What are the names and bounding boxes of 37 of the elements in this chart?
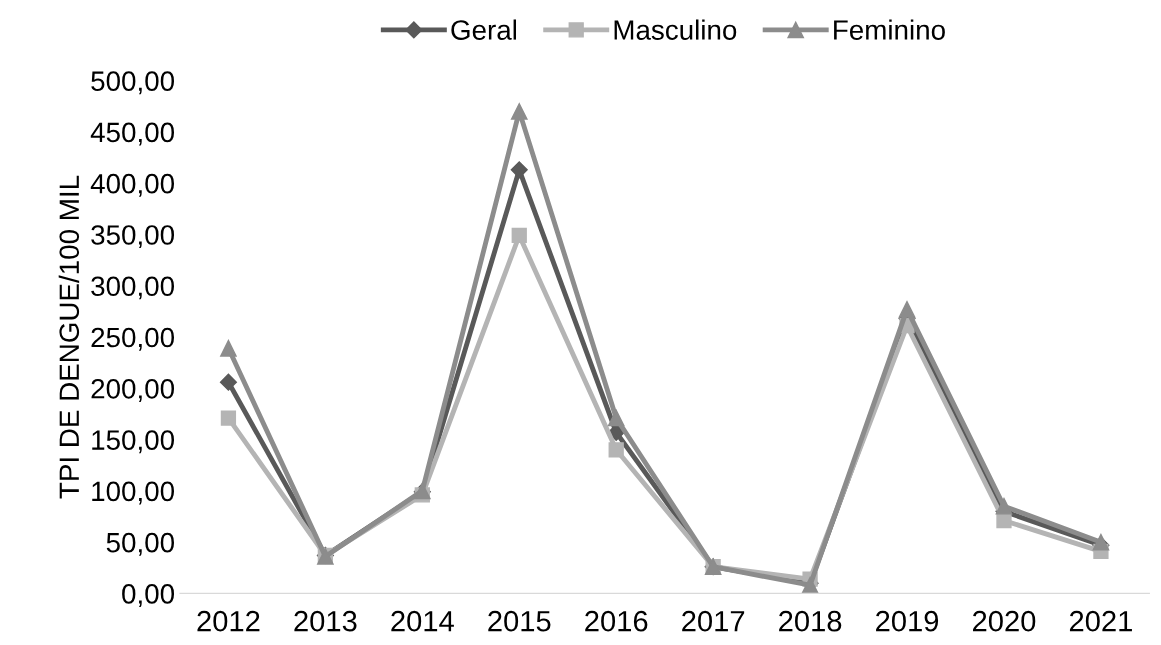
legend-label: Geral: [451, 19, 517, 40]
point: [219, 373, 237, 391]
x-tick-label: 2019: [876, 610, 939, 632]
x-tick-label: 2015: [488, 610, 551, 632]
y-tick-label: 400,00: [90, 173, 175, 197]
y-tick-label: 250,00: [91, 327, 175, 351]
x-tick-label: 2021: [1069, 610, 1132, 632]
point: [220, 410, 237, 426]
point: [510, 103, 528, 120]
x-tick-label: 2020: [973, 610, 1036, 632]
y-tick-label: 0,00: [122, 584, 175, 608]
point: [510, 161, 528, 179]
y-tick-label: 450,00: [90, 122, 175, 146]
y-tick-label: 150,00: [92, 430, 175, 454]
legend-label: Feminino: [834, 19, 945, 40]
y-tick-label: 50,00: [106, 532, 175, 556]
x-tick-label: 2013: [294, 610, 357, 632]
y-tick-label: 200,00: [91, 378, 175, 402]
point: [996, 512, 1012, 529]
x-tick-label: 2016: [585, 610, 648, 632]
y-tick-label: 300,00: [91, 276, 175, 300]
point: [608, 442, 624, 458]
y-tick-label: 100,00: [92, 481, 175, 505]
legend-label: Masculino: [614, 19, 737, 40]
point: [1092, 533, 1110, 551]
point: [607, 409, 625, 427]
x-tick-label: 2012: [197, 610, 260, 632]
point: [511, 227, 527, 244]
x-tick-label: 2017: [682, 610, 745, 632]
x-tick-label: 2018: [779, 610, 842, 632]
y-axis-title: TPI DE DENGUE/100 MIL: [58, 175, 80, 499]
x-tick-label: 2014: [391, 610, 454, 632]
point: [995, 497, 1013, 515]
y-tick-label: 350,00: [91, 225, 175, 249]
y-tick-label: 500,00: [91, 71, 175, 95]
point: [220, 339, 237, 357]
point: [898, 300, 916, 318]
